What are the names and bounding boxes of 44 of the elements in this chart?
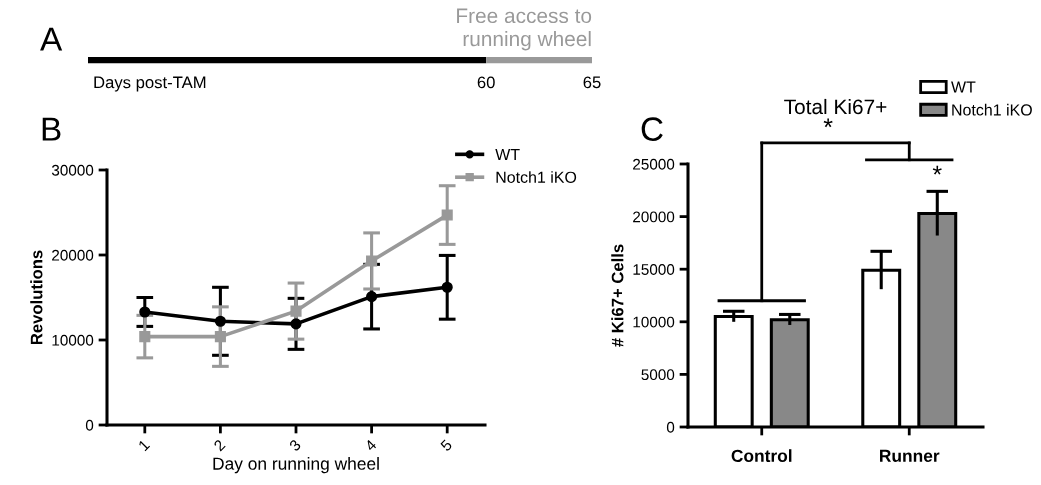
y-tick-label: 20000: [633, 211, 675, 223]
y-tick-label: 20000: [52, 249, 94, 261]
legend-label: Notch1 iKO: [952, 103, 1032, 116]
y-tick-label: 5000: [641, 369, 675, 381]
legend-label: WT: [495, 148, 520, 160]
text: C: [641, 117, 663, 141]
y-tick-label: 0: [85, 419, 94, 431]
legend-label: Notch1 iKO: [496, 171, 577, 183]
y-tick-label: 25000: [633, 158, 675, 170]
x-tick-label: 3: [288, 438, 302, 452]
chart-title: Total Ki67+: [784, 98, 887, 115]
y-axis-title: Revolutions: [30, 250, 43, 345]
y-tick-label: 10000: [52, 334, 94, 346]
y-tick-label: 10000: [633, 316, 675, 328]
point: [139, 306, 151, 318]
text: Days post-TAM: [94, 76, 206, 92]
y-tick-label: 30000: [51, 164, 94, 176]
x-tick-label: Runner: [880, 449, 940, 462]
x-tick-label: Control: [731, 449, 792, 462]
point: [366, 291, 378, 303]
point: [214, 315, 226, 327]
legend-label: WT: [951, 81, 976, 93]
x-tick-label: 2: [213, 439, 226, 452]
point: [214, 331, 226, 343]
x-axis-title: Day on running wheel: [213, 457, 379, 474]
x-tick-label: 1: [137, 439, 151, 452]
text: Free access to running wheel: [457, 8, 592, 51]
point: [290, 318, 302, 330]
point: [366, 255, 378, 267]
y-axis-title: # Ki67+ Cells: [611, 244, 624, 347]
x-tick-label: 5: [439, 439, 453, 452]
y-tick-label: 0: [666, 421, 675, 433]
annotation: *: [932, 165, 942, 175]
text: A: [40, 27, 63, 51]
point: [139, 331, 151, 343]
x-tick-label: 4: [364, 438, 378, 452]
text: 65: [583, 76, 601, 89]
point: [290, 305, 302, 317]
point: [441, 209, 453, 221]
text: B: [42, 117, 61, 141]
y-tick-label: 15000: [633, 264, 675, 275]
text: *: [823, 118, 833, 128]
point: [441, 281, 453, 293]
text: 60: [477, 76, 495, 89]
